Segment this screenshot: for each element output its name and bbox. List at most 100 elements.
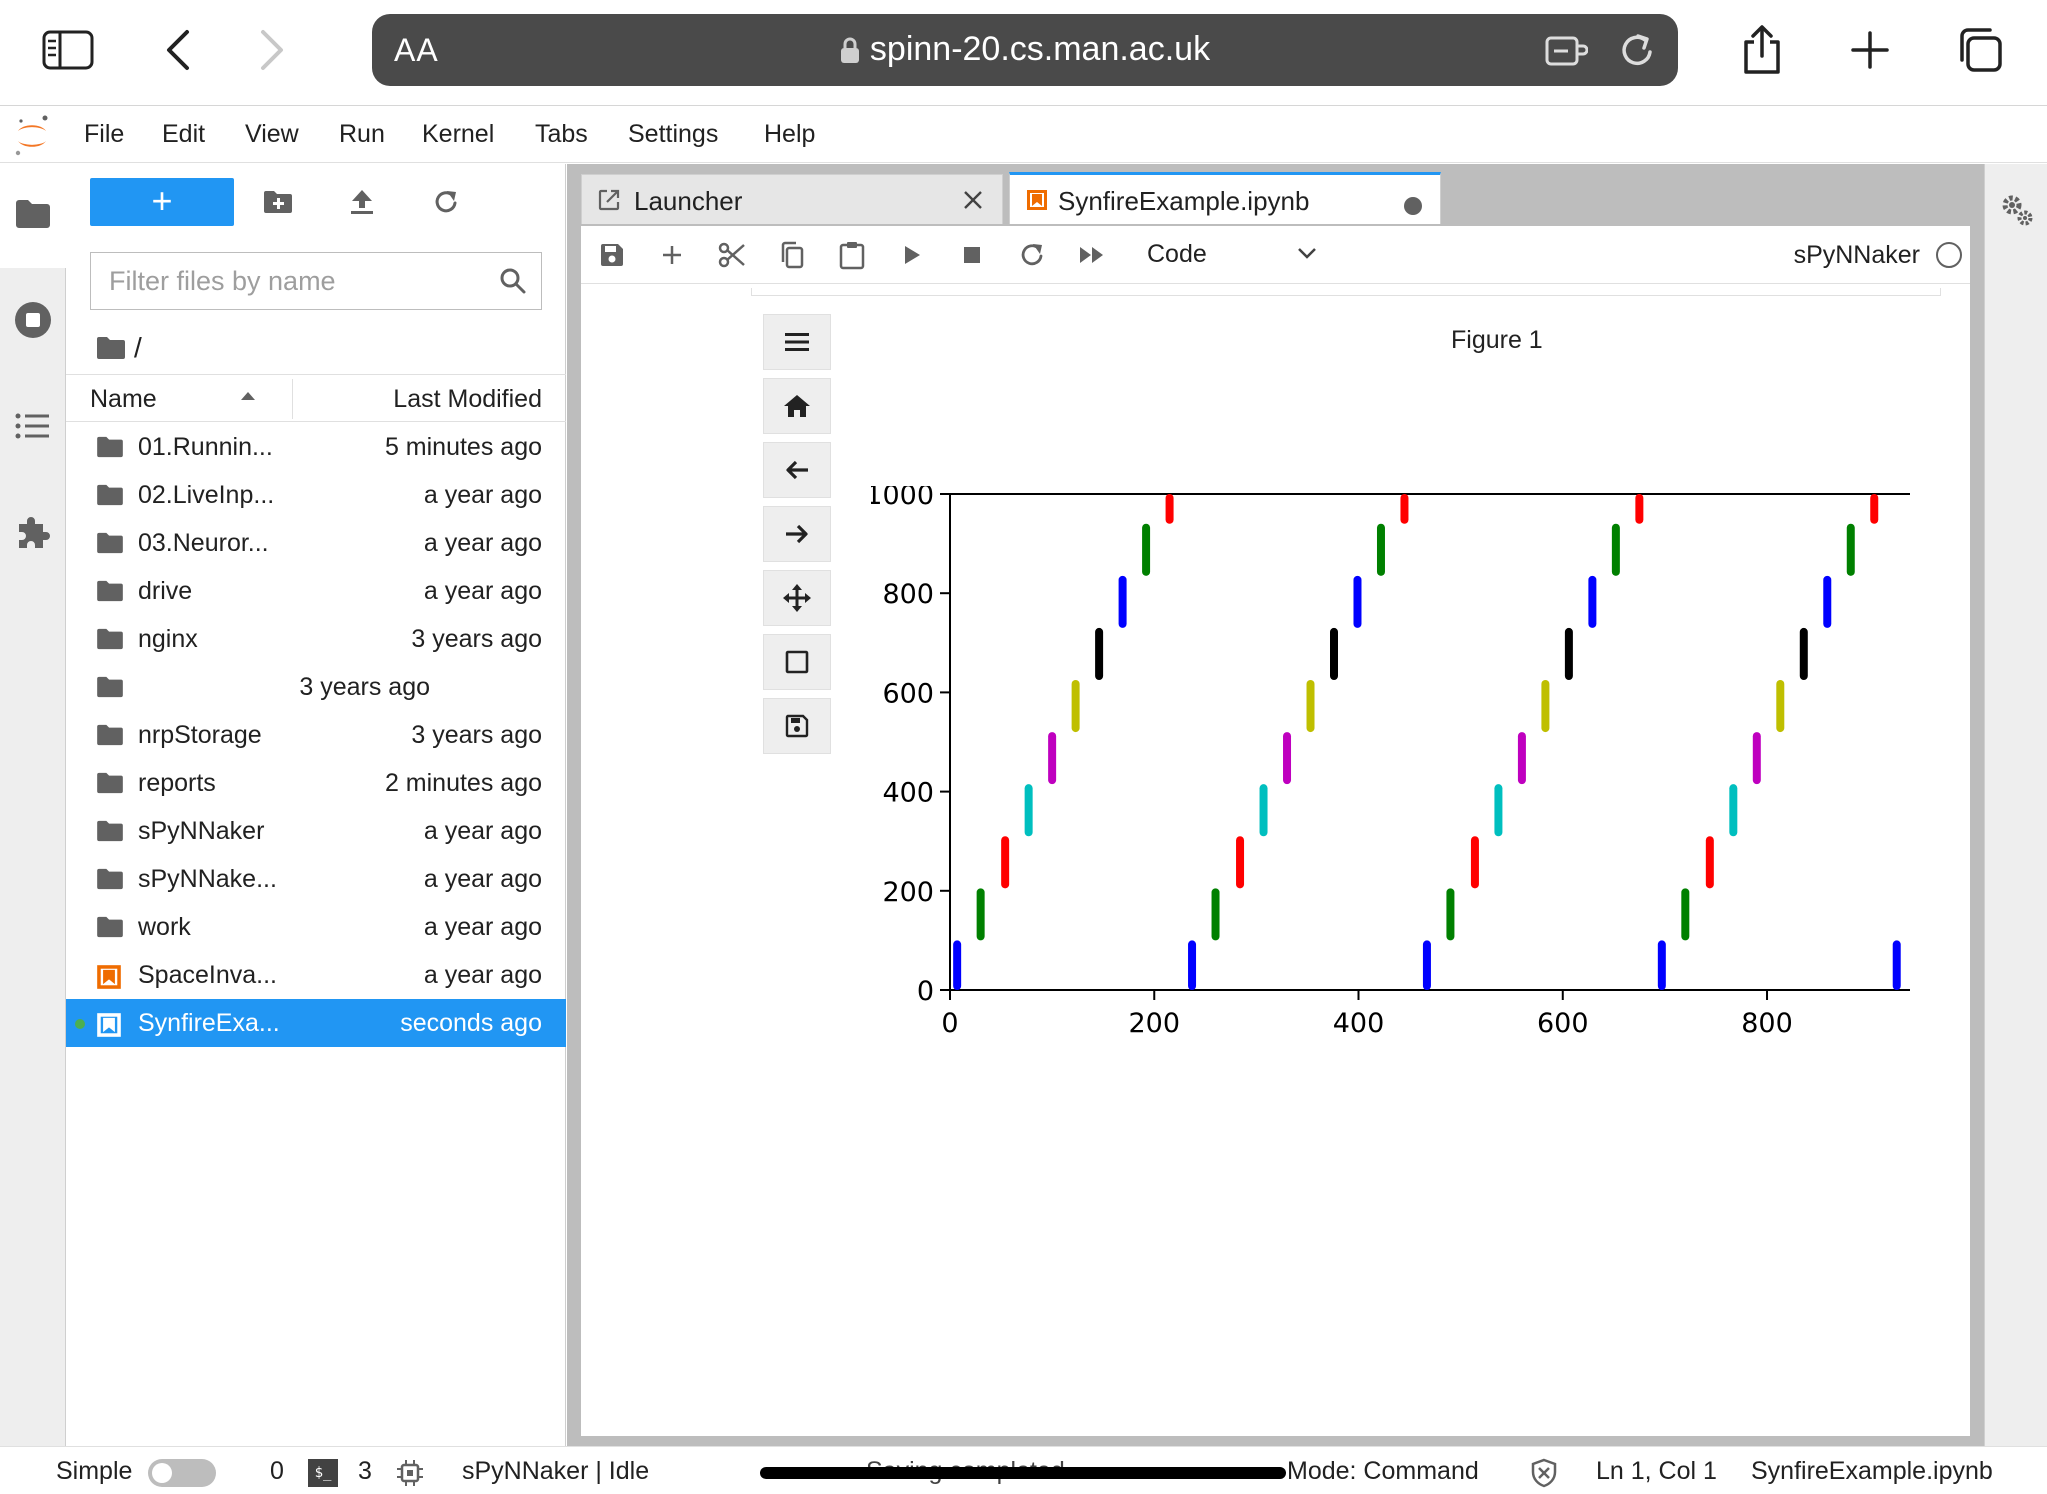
file-modified: seconds ago: [400, 1009, 542, 1037]
new-folder-icon[interactable]: [260, 184, 296, 220]
forward-icon[interactable]: [244, 22, 300, 78]
menu-edit[interactable]: Edit: [162, 120, 206, 148]
folder-icon: [97, 676, 123, 698]
text-size-button[interactable]: AA: [394, 32, 439, 68]
home-icon[interactable]: [763, 378, 831, 434]
file-row[interactable]: SpaceInva... a year ago: [66, 951, 566, 999]
property-inspector-gears-icon[interactable]: [1999, 192, 2035, 228]
file-row[interactable]: 03.Neuror... a year ago: [66, 519, 566, 567]
running-sessions-icon[interactable]: [13, 300, 53, 340]
file-name: nginx: [138, 625, 198, 653]
file-name: nrpStorage: [138, 721, 262, 749]
simple-mode-toggle[interactable]: [148, 1459, 216, 1487]
file-row[interactable]: 02.LiveInp... a year ago: [66, 471, 566, 519]
paste-icon[interactable]: [835, 238, 869, 272]
breadcrumb-root[interactable]: /: [134, 332, 142, 363]
file-row[interactable]: 01.Runnin... 5 minutes ago: [66, 423, 566, 471]
copy-icon[interactable]: [775, 238, 809, 272]
folder-icon: [97, 484, 123, 506]
file-row[interactable]: nrpStorage 3 years ago: [66, 711, 566, 759]
extension-manager-icon[interactable]: [13, 512, 53, 552]
lock-icon: [840, 37, 859, 63]
save-icon[interactable]: [595, 238, 629, 272]
tab-overview-icon[interactable]: [1952, 22, 2008, 78]
filter-files-input[interactable]: [91, 253, 481, 309]
column-divider[interactable]: [292, 379, 293, 419]
cut-icon[interactable]: [715, 238, 749, 272]
menu-file[interactable]: File: [84, 120, 125, 148]
terminal-icon[interactable]: $_: [308, 1459, 338, 1487]
terminals-count[interactable]: 3: [358, 1457, 372, 1485]
zoom-rectangle-icon[interactable]: [763, 634, 831, 690]
folder-icon[interactable]: [96, 336, 126, 360]
file-row[interactable]: sPyNNake... a year ago: [66, 855, 566, 903]
file-row[interactable]: 3 years ago: [66, 663, 566, 711]
status-filename: SynfireExample.ipynb: [1751, 1457, 1993, 1485]
new-tab-icon[interactable]: [1842, 22, 1898, 78]
pan-icon[interactable]: [763, 570, 831, 626]
file-list-header: Name Last Modified: [66, 374, 566, 422]
x-tick-label: 800: [1741, 1008, 1793, 1039]
cpu-chip-icon[interactable]: [396, 1459, 424, 1487]
notebook-toolbar: Code sPyNNaker: [581, 226, 1970, 284]
share-icon[interactable]: [1734, 22, 1790, 78]
kernel-status-text[interactable]: sPyNNaker | Idle: [462, 1457, 650, 1485]
table-of-contents-icon[interactable]: [13, 406, 53, 446]
column-name-header[interactable]: Name: [90, 385, 157, 413]
tab-synfire-notebook[interactable]: SynfireExample.ipynb: [1009, 172, 1441, 224]
back-arrow-icon[interactable]: [763, 442, 831, 498]
menu-run[interactable]: Run: [339, 120, 385, 148]
file-name: 03.Neuror...: [138, 529, 269, 557]
file-name: reports: [138, 769, 216, 797]
run-icon[interactable]: [895, 238, 929, 272]
file-row[interactable]: sPyNNaker a year ago: [66, 807, 566, 855]
sidebar-toggle-icon[interactable]: [40, 22, 96, 78]
upload-icon[interactable]: [344, 184, 380, 220]
file-row[interactable]: work a year ago: [66, 903, 566, 951]
file-modified: 3 years ago: [411, 625, 542, 653]
menu-view[interactable]: View: [245, 120, 299, 148]
file-row[interactable]: reports 2 minutes ago: [66, 759, 566, 807]
stop-icon[interactable]: [955, 238, 989, 272]
cell-type-value: Code: [1147, 240, 1207, 268]
y-tick-label: 1000: [871, 486, 934, 511]
cell-divider: [751, 288, 1941, 296]
unsaved-indicator-icon[interactable]: [1404, 197, 1422, 215]
run-all-icon[interactable]: [1075, 238, 1109, 272]
download-figure-icon[interactable]: [763, 698, 831, 754]
refresh-icon[interactable]: [428, 184, 464, 220]
tab-launcher[interactable]: Launcher: [581, 174, 1003, 224]
forward-arrow-icon[interactable]: [763, 506, 831, 562]
restart-kernel-icon[interactable]: [1015, 238, 1049, 272]
menu-tabs[interactable]: Tabs: [535, 120, 588, 148]
file-row[interactable]: SynfireExa... seconds ago: [66, 999, 566, 1047]
file-browser-icon[interactable]: [13, 194, 53, 234]
extension-icon[interactable]: [1544, 32, 1589, 73]
raster-plot[interactable]: 0 200 400 600 800 1000 0 200 400 600 800: [871, 486, 1951, 1056]
cursor-position[interactable]: Ln 1, Col 1: [1596, 1457, 1717, 1485]
kernel-name-button[interactable]: sPyNNaker: [1793, 241, 1920, 269]
file-row[interactable]: nginx 3 years ago: [66, 615, 566, 663]
file-name: sPyNNake...: [138, 865, 277, 893]
cell-type-dropdown[interactable]: Code: [1147, 238, 1317, 272]
reload-icon[interactable]: [1618, 30, 1656, 75]
trusted-shield-icon[interactable]: [1530, 1458, 1558, 1488]
file-modified: a year ago: [423, 961, 542, 989]
menu-kernel[interactable]: Kernel: [422, 120, 495, 148]
file-row[interactable]: drive a year ago: [66, 567, 566, 615]
kernels-count[interactable]: 0: [270, 1457, 284, 1485]
insert-cell-icon[interactable]: [655, 238, 689, 272]
running-indicator-icon: [75, 1019, 85, 1029]
file-modified: 3 years ago: [411, 721, 542, 749]
notebook-panel: Code sPyNNaker: [581, 226, 1970, 1436]
back-icon[interactable]: [150, 22, 206, 78]
y-tick-label: 200: [882, 877, 934, 908]
mode-indicator[interactable]: Mode: Command: [1287, 1457, 1479, 1485]
menu-icon[interactable]: [763, 314, 831, 370]
new-launcher-button[interactable]: +: [90, 178, 234, 226]
address-bar[interactable]: AA spinn-20.cs.man.ac.uk: [372, 14, 1678, 86]
column-modified-header[interactable]: Last Modified: [393, 385, 542, 413]
close-icon[interactable]: [962, 189, 984, 211]
menu-settings[interactable]: Settings: [628, 120, 719, 148]
menu-help[interactable]: Help: [764, 120, 816, 148]
